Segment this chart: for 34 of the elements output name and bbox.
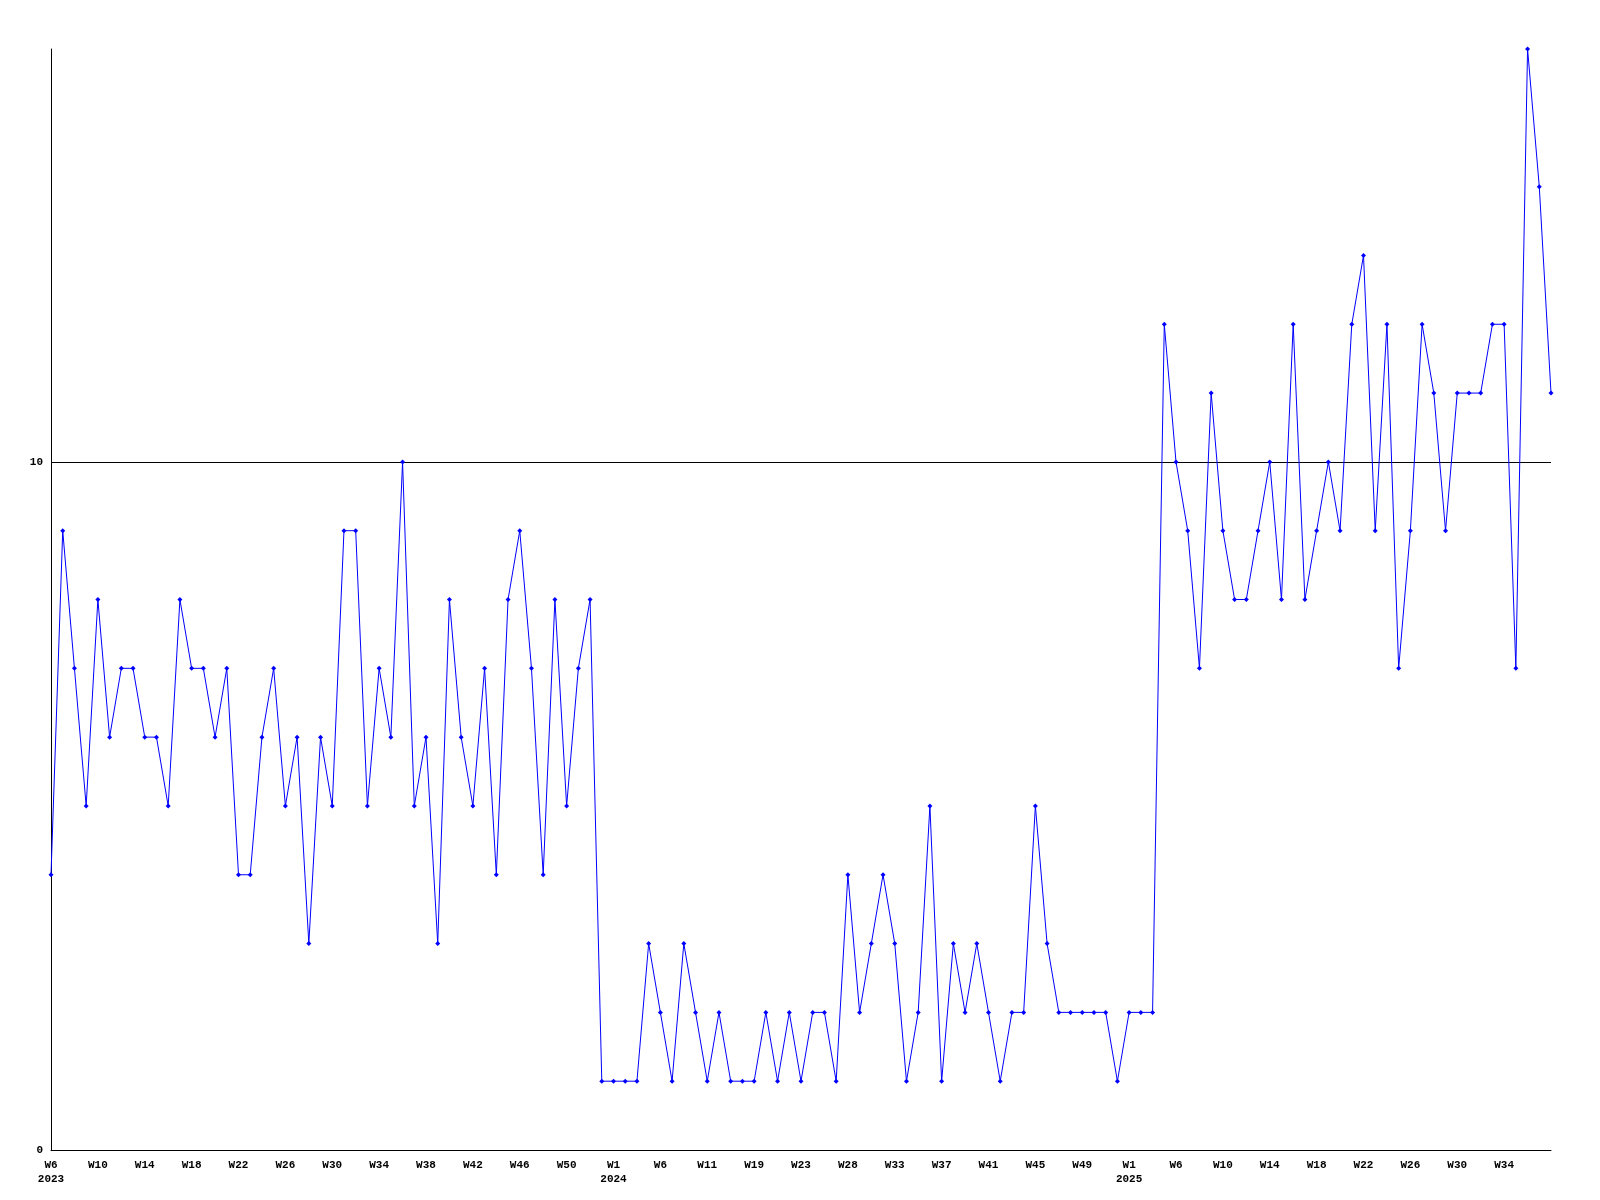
x-tick-label: W45 <box>1025 1159 1046 1171</box>
x-tick-label: W49 <box>1072 1159 1093 1171</box>
x-tick-label: W30 <box>322 1159 343 1171</box>
x-tick-label: W42 <box>462 1159 483 1171</box>
x-tick-label: W10 <box>87 1159 108 1171</box>
x-tick-label: W34 <box>369 1159 390 1171</box>
y-tick-label: 10 <box>29 455 43 468</box>
x-tick-label: W14 <box>1259 1159 1281 1171</box>
x-tick-label: W26 <box>1400 1159 1421 1171</box>
x-tick-label: W22 <box>228 1159 249 1171</box>
x-tick-label: W18 <box>1306 1159 1327 1171</box>
x-tick-label: W33 <box>884 1159 906 1171</box>
x-tick-label: W26 <box>275 1159 296 1171</box>
x-tick-label: W6 2023 <box>37 1159 65 1185</box>
x-tick-label: W28 <box>837 1159 859 1171</box>
x-tick-label: W1 2025 <box>1115 1159 1143 1185</box>
y-tick-label: 0 <box>36 1144 43 1156</box>
x-tick-label: W18 <box>181 1159 202 1171</box>
x-tick-label: W6 <box>653 1159 667 1171</box>
x-tick-label: W30 <box>1447 1159 1468 1171</box>
x-tick-label: W10 <box>1212 1159 1233 1171</box>
x-tick-label: W6 <box>1169 1159 1183 1171</box>
x-tick-label: W34 <box>1494 1159 1515 1171</box>
x-tick-label: W1 2024 <box>600 1159 628 1185</box>
x-tick-label: W41 <box>978 1159 999 1171</box>
x-tick-label: W11 <box>697 1159 718 1171</box>
x-tick-label: W38 <box>416 1159 437 1171</box>
x-tick-label: W19 <box>744 1159 765 1171</box>
x-tick-label: W50 <box>556 1159 577 1171</box>
x-tick-label: W22 <box>1353 1159 1374 1171</box>
x-tick-label: W23 <box>791 1159 812 1171</box>
x-tick-label: W46 <box>509 1159 530 1171</box>
x-tick-label: W37 <box>931 1159 952 1171</box>
x-tick-label: W14 <box>134 1159 156 1171</box>
